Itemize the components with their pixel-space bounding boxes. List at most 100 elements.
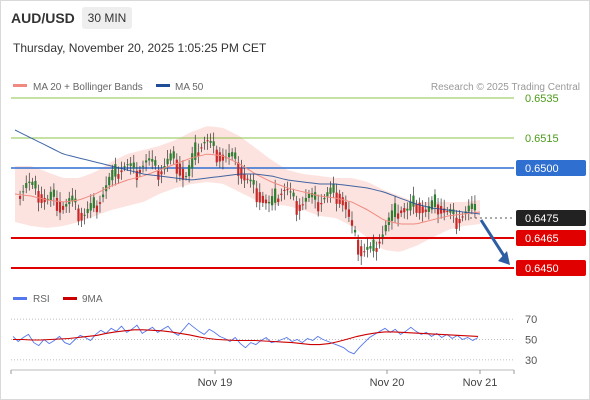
candle xyxy=(390,204,394,230)
candle xyxy=(430,196,433,214)
candle xyxy=(83,208,86,225)
candle-body xyxy=(307,193,311,198)
candle xyxy=(347,201,351,223)
level-label-0.6535: 0.6535 xyxy=(525,93,559,105)
candle-body xyxy=(123,166,126,168)
candle xyxy=(151,150,154,170)
candle xyxy=(114,157,117,186)
candle xyxy=(344,195,347,219)
candle xyxy=(270,188,274,211)
candle xyxy=(31,177,34,189)
candle xyxy=(197,143,200,164)
candle-body xyxy=(83,214,86,216)
candle xyxy=(215,145,218,167)
candle-body xyxy=(455,217,458,229)
rsi-tick-30: 30 xyxy=(525,355,537,367)
x-tick-label: Nov 21 xyxy=(463,377,498,389)
candle xyxy=(188,160,191,183)
candle-body xyxy=(191,153,194,169)
candle-body xyxy=(393,203,397,218)
candle-body xyxy=(295,201,298,215)
rsi-plot: 70 50 30 xyxy=(11,314,537,367)
candle xyxy=(166,150,169,172)
candle-body xyxy=(461,216,464,218)
candle xyxy=(396,204,400,227)
candle xyxy=(332,176,335,198)
candle-body xyxy=(22,191,25,193)
candle-body xyxy=(357,239,360,255)
candle-body xyxy=(197,152,200,156)
candle-body xyxy=(71,195,74,202)
candle-body xyxy=(270,196,274,206)
candle-body xyxy=(390,210,394,221)
candle-body xyxy=(209,140,212,143)
candle xyxy=(329,181,332,203)
candle-body xyxy=(304,197,307,202)
level-tag-0.6465 xyxy=(516,230,586,246)
candle xyxy=(283,183,286,200)
candle-body xyxy=(264,199,268,204)
candle-body xyxy=(301,204,304,206)
candle xyxy=(237,156,240,185)
candle-body xyxy=(132,162,135,169)
candle-body xyxy=(403,208,406,213)
candle xyxy=(295,195,298,222)
candle-body xyxy=(467,205,470,212)
candle-body xyxy=(274,188,277,203)
candle-body xyxy=(353,229,357,233)
candle xyxy=(267,195,271,213)
level-label-0.6515: 0.6515 xyxy=(525,133,559,145)
candle-body xyxy=(292,192,295,197)
timeframe-badge[interactable]: 30 MIN xyxy=(82,7,132,29)
candle-body xyxy=(252,180,255,185)
candle xyxy=(360,239,363,266)
candle xyxy=(246,174,249,184)
candle xyxy=(71,188,74,207)
candle xyxy=(55,190,59,217)
candle xyxy=(409,194,412,216)
ma20-legend-label: MA 20 + Bollinger Bands xyxy=(33,82,143,93)
candle-body xyxy=(350,220,354,226)
candle-body xyxy=(200,147,203,149)
candle xyxy=(209,133,212,148)
candle xyxy=(449,203,452,220)
candle-body xyxy=(154,160,157,166)
candle xyxy=(310,187,314,204)
ma9-legend-label: 9MA xyxy=(82,294,103,305)
candle xyxy=(227,144,231,165)
candle-body xyxy=(314,192,317,200)
candle xyxy=(323,194,326,204)
candle xyxy=(132,154,135,174)
candle-body xyxy=(144,160,148,163)
candle xyxy=(221,148,225,170)
candle-body xyxy=(194,142,197,160)
candle xyxy=(218,147,221,168)
candle xyxy=(138,165,142,177)
candle xyxy=(86,201,89,219)
candle-body xyxy=(148,158,151,161)
candle-body xyxy=(406,208,409,211)
copyright: Research © 2025 Trading Central xyxy=(431,82,580,93)
candle xyxy=(375,241,378,261)
candle-body xyxy=(329,187,332,194)
rsi-tick-70: 70 xyxy=(525,314,537,326)
candle xyxy=(175,153,178,183)
candle-body xyxy=(424,209,427,212)
candle-body xyxy=(443,208,446,213)
forecast-arrow-head xyxy=(498,251,510,265)
candle xyxy=(280,188,283,202)
candle-body xyxy=(101,194,105,198)
candle xyxy=(141,160,145,173)
candle xyxy=(473,195,477,218)
candle-body xyxy=(126,164,129,166)
candle-body xyxy=(172,151,175,159)
candle xyxy=(326,187,329,203)
candle-body xyxy=(169,153,172,161)
candle xyxy=(243,164,246,189)
candle xyxy=(194,134,197,166)
candle-body xyxy=(427,206,430,212)
candle-body xyxy=(49,191,52,201)
candle-body xyxy=(332,184,335,193)
candle-body xyxy=(98,202,102,204)
candle xyxy=(341,192,344,212)
